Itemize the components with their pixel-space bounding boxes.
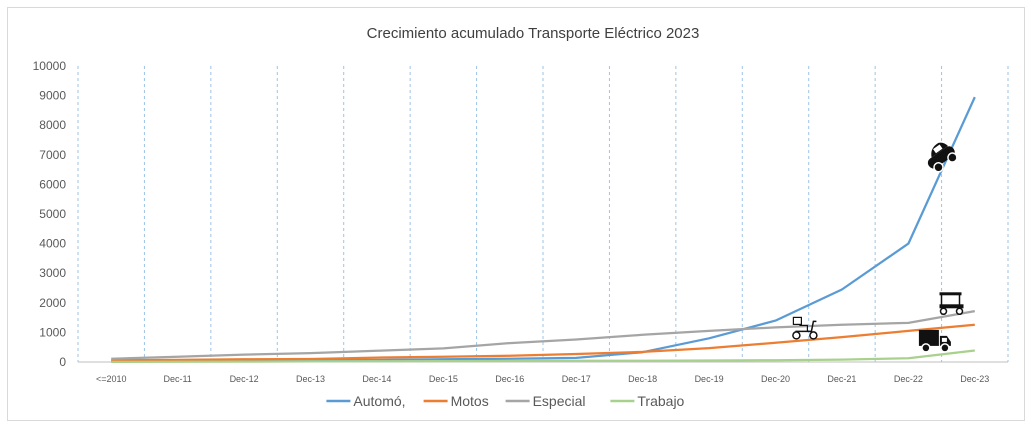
chart-frame: Crecimiento acumulado Transporte Eléctri… [7, 7, 1025, 421]
x-tick-label: Dec-18 [628, 374, 657, 384]
series-line-trabajo [111, 349, 975, 364]
x-tick-label: Dec-13 [296, 374, 325, 384]
y-tick-label: 1000 [39, 325, 66, 339]
legend-item: Trabajo [610, 393, 685, 409]
y-tick-label: 4000 [39, 237, 66, 251]
x-tick-label: Dec-20 [761, 374, 790, 384]
truck-icon [918, 329, 951, 353]
legend-label: Motos [451, 393, 489, 409]
chart-title: Crecimiento acumulado Transporte Eléctri… [367, 25, 700, 42]
y-tick-label: 8000 [39, 118, 66, 132]
x-tick-label: Dec-14 [362, 374, 391, 384]
x-tick-label: Dec-23 [960, 374, 989, 384]
x-tick-label: Dec-12 [230, 374, 259, 384]
legend-label: Trabajo [637, 393, 684, 409]
y-tick-label: 0 [59, 355, 66, 369]
y-tick-label: 2000 [39, 296, 66, 310]
golf-cart-icon [939, 292, 964, 316]
x-tick-label: Dec-15 [429, 374, 458, 384]
x-tick-label: Dec-19 [695, 374, 724, 384]
scooter-icon [792, 316, 818, 340]
x-tick-label: Dec-22 [894, 374, 923, 384]
y-tick-label: 7000 [39, 148, 66, 162]
y-tick-label: 6000 [39, 177, 66, 191]
series-line-motos [111, 323, 975, 362]
x-tick-label: Dec-21 [827, 374, 856, 384]
y-tick-label: 9000 [39, 89, 66, 103]
legend-item: Automó, [326, 393, 406, 409]
car-icon [927, 142, 958, 173]
grid-lines [77, 66, 1009, 362]
series-lines [111, 96, 976, 364]
x-tick-label: Dec-16 [495, 374, 524, 384]
y-tick-label: 3000 [39, 266, 66, 280]
series-line-especial [111, 309, 975, 360]
line-chart: Crecimiento acumulado Transporte Eléctri… [33, 25, 1009, 409]
x-tick-label: Dec-11 [163, 374, 191, 384]
legend-label: Especial [533, 393, 586, 409]
legend-item: Motos [423, 393, 489, 409]
legend: Automó, Motos Especial Trabajo [326, 393, 685, 409]
vehicle-icons [792, 142, 964, 353]
x-tick-label: Dec-17 [562, 374, 591, 384]
x-tick-label: <=2010 [96, 374, 127, 384]
y-tick-label: 5000 [39, 207, 66, 221]
y-tick-label: 10000 [33, 59, 67, 73]
legend-label: Automó, [353, 393, 405, 409]
legend-item: Especial [505, 393, 586, 409]
